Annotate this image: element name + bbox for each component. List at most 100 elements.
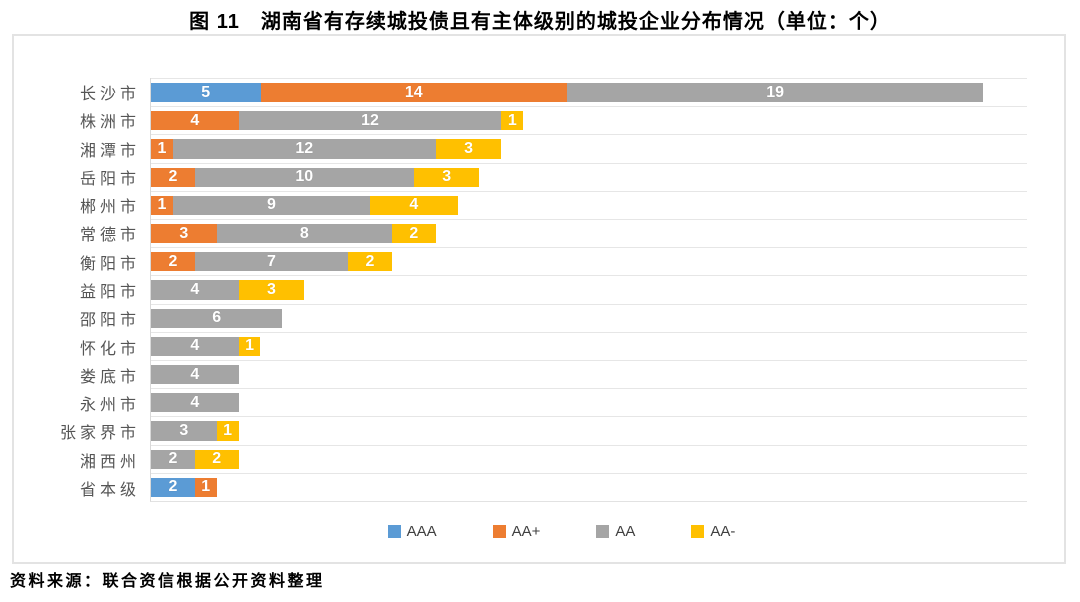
bar-value-label: 2 <box>212 450 222 468</box>
bar-segment-AA: 19 <box>567 83 984 103</box>
bar-value-label: 12 <box>361 111 379 129</box>
legend-swatch-aa <box>596 525 610 538</box>
bar-segment-AA-: 3 <box>435 139 502 159</box>
bar-value-label: 1 <box>201 478 211 496</box>
bar-value-label: 3 <box>464 140 473 157</box>
chart-row: 6 <box>151 303 1027 332</box>
category-axis: 长沙市 株洲市 湘潭市 岳阳市 郴州市 常德市 衡阳市 益阳市 邵阳市 怀化市 娄底市 永州市 张家界市… <box>14 78 140 502</box>
bar-segment-AA-: 2 <box>348 252 392 272</box>
source-note: 资料来源：联合资信根据公开资料整理 <box>10 573 325 590</box>
bar-value-label: 3 <box>179 422 189 440</box>
chart-row: 1 12 3 <box>151 134 1027 162</box>
bar-value-label: 2 <box>409 224 419 242</box>
bar-segment-AA: 9 <box>172 195 370 216</box>
chart-row: 3 8 2 <box>151 219 1027 247</box>
category-label: 株洲市 <box>79 114 140 132</box>
bar-segment-AA-: 3 <box>238 280 305 300</box>
bar-value-label: 4 <box>190 281 200 299</box>
bar-stack: 2 7 2 <box>151 252 1027 272</box>
bar-segment-AA-: 2 <box>391 224 436 244</box>
bar-stack: 1 9 4 <box>151 195 1027 216</box>
chart-row: 2 10 3 <box>151 162 1027 191</box>
chart-row: 5 14 19 <box>151 78 1027 106</box>
bar-stack: 4 <box>151 365 1027 385</box>
bar-value-label: 6 <box>212 309 222 327</box>
bar-segment-AA: 3 <box>151 421 217 441</box>
bar-stack: 1 12 3 <box>151 139 1027 159</box>
category-label: 省本级 <box>79 481 140 499</box>
category-label: 岳阳市 <box>79 170 140 188</box>
bar-value-label: 3 <box>442 168 452 186</box>
bar-value-label: 1 <box>245 337 254 355</box>
bar-stack: 6 <box>151 308 1027 328</box>
category-label: 常德市 <box>79 227 140 245</box>
bar-value-label: 4 <box>190 111 200 129</box>
legend-label: AAA <box>406 523 437 540</box>
legend-item: AAA <box>387 523 437 540</box>
category-label: 益阳市 <box>79 283 140 301</box>
bar-stack: 2 10 3 <box>151 167 1027 187</box>
bar-segment-AA-: 2 <box>194 449 239 469</box>
category-label: 娄底市 <box>79 368 140 386</box>
bar-stack: 5 14 19 <box>151 83 1027 103</box>
bar-stack: 4 12 1 <box>151 111 1027 131</box>
bar-value-label: 10 <box>295 168 314 186</box>
bar-value-label: 9 <box>266 196 276 214</box>
bar-segment-AAA: 2 <box>151 477 195 498</box>
bar-stack: 3 8 2 <box>151 224 1027 244</box>
bar-segment-AA+: 4 <box>151 111 239 131</box>
bar-value-label: 2 <box>168 168 178 186</box>
bar-segment-AA: 8 <box>216 224 392 244</box>
bar-value-label: 3 <box>179 224 189 242</box>
bar-segment-AA+: 3 <box>151 224 217 244</box>
bar-segment-AA: 4 <box>151 336 239 357</box>
legend-swatch-aa- <box>691 525 705 538</box>
chart-row: 4 <box>151 360 1027 388</box>
chart-area: 长沙市 株洲市 湘潭市 岳阳市 郴州市 常德市 衡阳市 益阳市 邵阳市 怀化市 娄底市 永州市 张家界市… <box>12 34 1066 564</box>
bar-value-label: 1 <box>157 140 167 157</box>
bar-segment-AAA: 5 <box>151 83 261 103</box>
bar-segment-AA-: 1 <box>216 421 239 441</box>
bar-segment-AA: 12 <box>238 111 502 131</box>
bar-segment-AA-: 4 <box>369 195 458 216</box>
bar-segment-AA+: 2 <box>151 167 195 187</box>
bar-value-label: 4 <box>409 196 419 214</box>
legend: AAA AA+ AA AA- <box>14 523 1064 540</box>
category-label: 郴州市 <box>79 199 140 217</box>
bar-segment-AA+: 1 <box>151 195 173 216</box>
legend-swatch-aaa <box>387 525 401 538</box>
bar-segment-AA-: 3 <box>413 167 480 187</box>
category-label: 邵阳市 <box>79 312 140 330</box>
bar-value-label: 7 <box>266 252 276 270</box>
bar-stack: 4 <box>151 393 1027 413</box>
bar-value-label: 5 <box>201 83 211 101</box>
bar-value-label: 1 <box>223 422 233 440</box>
bar-segment-AA: 10 <box>194 167 414 187</box>
category-label: 长沙市 <box>79 86 140 104</box>
category-label: 湘潭市 <box>79 142 140 160</box>
bar-value-label: 14 <box>404 83 423 101</box>
chart-row: 1 9 4 <box>151 190 1027 219</box>
bar-value-label: 3 <box>266 281 276 299</box>
bar-segment-AA+: 1 <box>151 139 173 159</box>
category-label: 张家界市 <box>59 425 140 443</box>
category-label: 衡阳市 <box>79 255 140 273</box>
chart-title: 图 11 湖南省有存续城投债且有主体级别的城投企业分布情况（单位：个） <box>189 11 891 33</box>
plot-rows: 5 14 19 4 12 1 1 12 3 2 10 3 1 9 4 3 8 2 2 7 2 4 3 6 4 1 4 4 3 1 2 2 2 1 <box>150 78 1027 502</box>
legend-label: AA- <box>710 523 736 540</box>
bar-value-label: 1 <box>507 111 517 129</box>
bar-value-label: 19 <box>766 83 785 101</box>
bar-segment-AA: 2 <box>151 449 195 469</box>
category-label: 怀化市 <box>79 340 140 358</box>
bar-segment-AA+: 2 <box>151 252 195 272</box>
bar-segment-AA+: 1 <box>194 477 217 498</box>
